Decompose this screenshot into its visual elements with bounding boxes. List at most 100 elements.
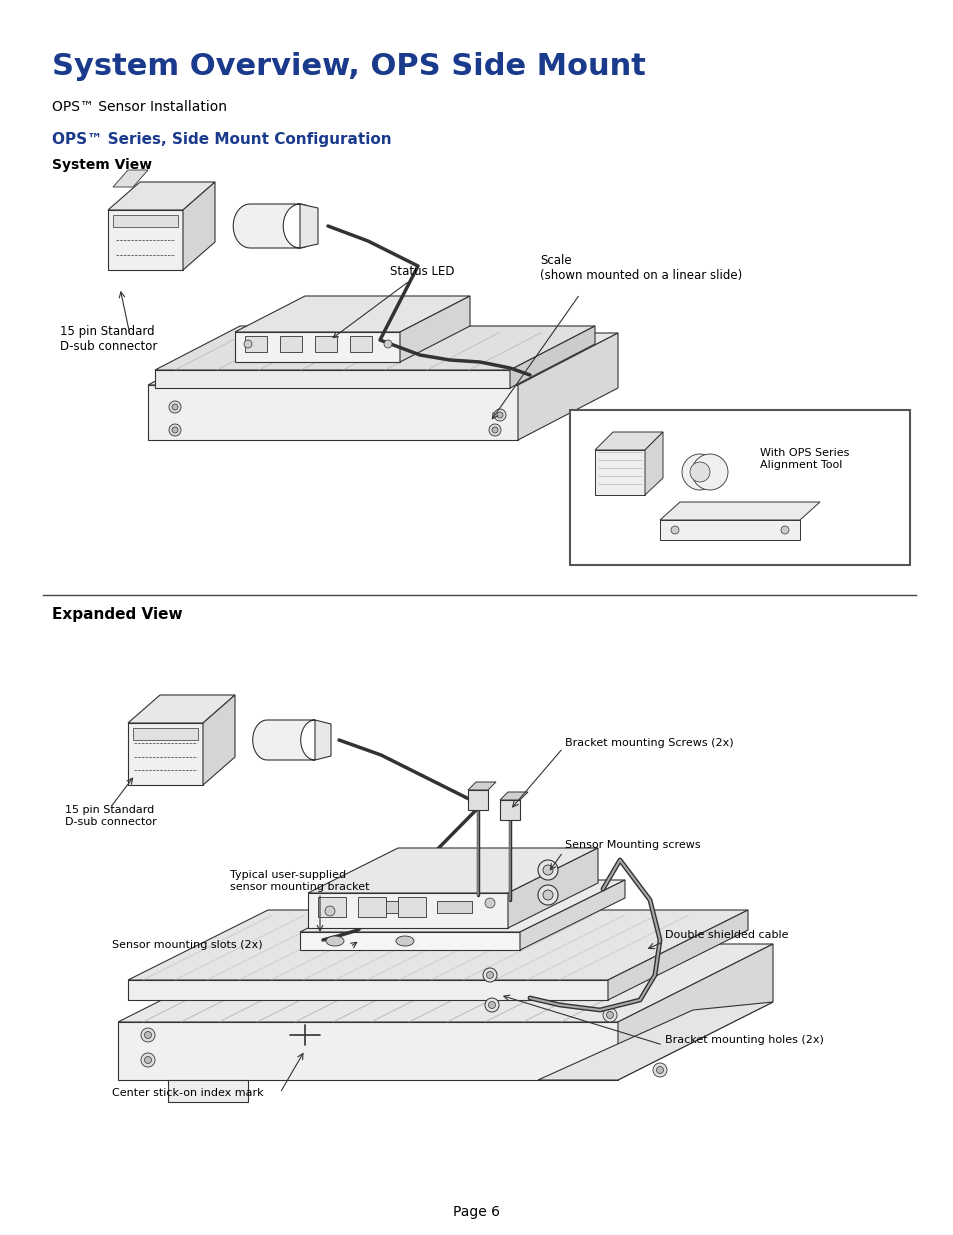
Polygon shape <box>168 1079 248 1102</box>
Polygon shape <box>128 981 607 1000</box>
Text: Status LED: Status LED <box>333 266 454 337</box>
Ellipse shape <box>326 936 344 946</box>
Text: Scale
(shown mounted on a linear slide): Scale (shown mounted on a linear slide) <box>539 254 741 282</box>
Polygon shape <box>299 932 519 950</box>
Polygon shape <box>367 902 401 913</box>
Polygon shape <box>183 182 214 270</box>
Polygon shape <box>659 501 820 520</box>
Polygon shape <box>118 944 772 1023</box>
Circle shape <box>602 1008 617 1023</box>
Polygon shape <box>148 385 517 440</box>
Circle shape <box>489 424 500 436</box>
Circle shape <box>144 1056 152 1063</box>
Bar <box>112 215 178 227</box>
Text: System Overview, OPS Side Mount: System Overview, OPS Side Mount <box>52 52 645 82</box>
Text: 15 pin Standard
D-sub connector: 15 pin Standard D-sub connector <box>60 325 157 353</box>
Polygon shape <box>517 333 618 440</box>
Text: Center stick-on index mark: Center stick-on index mark <box>112 1088 263 1098</box>
Text: Sensor mounting slots (2x): Sensor mounting slots (2x) <box>112 940 262 950</box>
Circle shape <box>537 860 558 881</box>
Text: 15 pin Standard
D-sub connector: 15 pin Standard D-sub connector <box>65 805 156 826</box>
Circle shape <box>492 427 497 433</box>
Circle shape <box>325 906 335 916</box>
Polygon shape <box>607 910 747 1000</box>
Polygon shape <box>618 944 772 1079</box>
Circle shape <box>606 1011 613 1019</box>
Polygon shape <box>299 204 317 248</box>
Circle shape <box>542 890 553 900</box>
Polygon shape <box>595 450 644 495</box>
Text: Bracket mounting Screws (2x): Bracket mounting Screws (2x) <box>564 739 733 748</box>
Circle shape <box>169 401 181 412</box>
Bar <box>280 336 302 352</box>
Text: Expanded View: Expanded View <box>52 606 182 622</box>
Circle shape <box>656 1067 662 1073</box>
Polygon shape <box>128 695 234 722</box>
Polygon shape <box>154 326 595 370</box>
Circle shape <box>689 462 709 482</box>
Circle shape <box>691 454 727 490</box>
Circle shape <box>141 1028 154 1042</box>
Text: Sensor Mounting screws: Sensor Mounting screws <box>564 840 700 850</box>
Polygon shape <box>314 720 331 760</box>
Polygon shape <box>595 432 662 450</box>
Circle shape <box>781 526 788 534</box>
Bar <box>132 727 198 740</box>
Polygon shape <box>128 722 203 785</box>
Bar <box>357 897 386 918</box>
Circle shape <box>488 1002 495 1009</box>
Circle shape <box>484 898 495 908</box>
Polygon shape <box>233 204 299 248</box>
Text: With OPS Series
Alignment Tool: With OPS Series Alignment Tool <box>760 448 848 469</box>
Text: Page 6: Page 6 <box>453 1205 500 1219</box>
Text: OPS™ Sensor Installation: OPS™ Sensor Installation <box>52 100 227 114</box>
Polygon shape <box>399 296 470 362</box>
Bar <box>397 897 426 918</box>
Polygon shape <box>154 370 510 388</box>
Text: Typical user-supplied
sensor mounting bracket: Typical user-supplied sensor mounting br… <box>230 869 369 892</box>
Polygon shape <box>234 332 399 362</box>
Circle shape <box>484 998 498 1011</box>
Polygon shape <box>299 881 624 932</box>
Bar <box>350 336 372 352</box>
Bar <box>499 800 519 820</box>
Text: OPS™ Series, Side Mount Configuration: OPS™ Series, Side Mount Configuration <box>52 132 392 147</box>
Polygon shape <box>519 881 624 950</box>
Circle shape <box>482 968 497 982</box>
Polygon shape <box>112 170 148 186</box>
Polygon shape <box>118 1023 618 1079</box>
Text: Bracket mounting holes (2x): Bracket mounting holes (2x) <box>664 1035 823 1045</box>
Polygon shape <box>128 910 747 981</box>
Polygon shape <box>499 792 527 800</box>
Circle shape <box>144 1031 152 1039</box>
Circle shape <box>494 409 505 421</box>
Text: System View: System View <box>52 158 152 172</box>
Polygon shape <box>203 695 234 785</box>
Circle shape <box>486 972 493 978</box>
Polygon shape <box>308 893 507 927</box>
Polygon shape <box>108 182 214 210</box>
Circle shape <box>542 864 553 876</box>
Polygon shape <box>468 782 496 790</box>
Polygon shape <box>537 1002 772 1079</box>
Polygon shape <box>253 720 314 760</box>
Circle shape <box>670 526 679 534</box>
Polygon shape <box>659 520 800 540</box>
Bar <box>314 336 336 352</box>
Polygon shape <box>148 333 618 385</box>
Circle shape <box>141 1053 154 1067</box>
Bar <box>569 410 909 564</box>
Circle shape <box>172 404 178 410</box>
Circle shape <box>169 424 181 436</box>
Polygon shape <box>308 848 598 893</box>
Polygon shape <box>644 432 662 495</box>
Polygon shape <box>108 210 183 270</box>
Polygon shape <box>510 326 595 388</box>
Circle shape <box>172 427 178 433</box>
Circle shape <box>652 1063 666 1077</box>
Ellipse shape <box>395 936 414 946</box>
Circle shape <box>537 885 558 905</box>
Bar <box>245 336 267 352</box>
Polygon shape <box>507 848 598 927</box>
Circle shape <box>244 340 252 348</box>
